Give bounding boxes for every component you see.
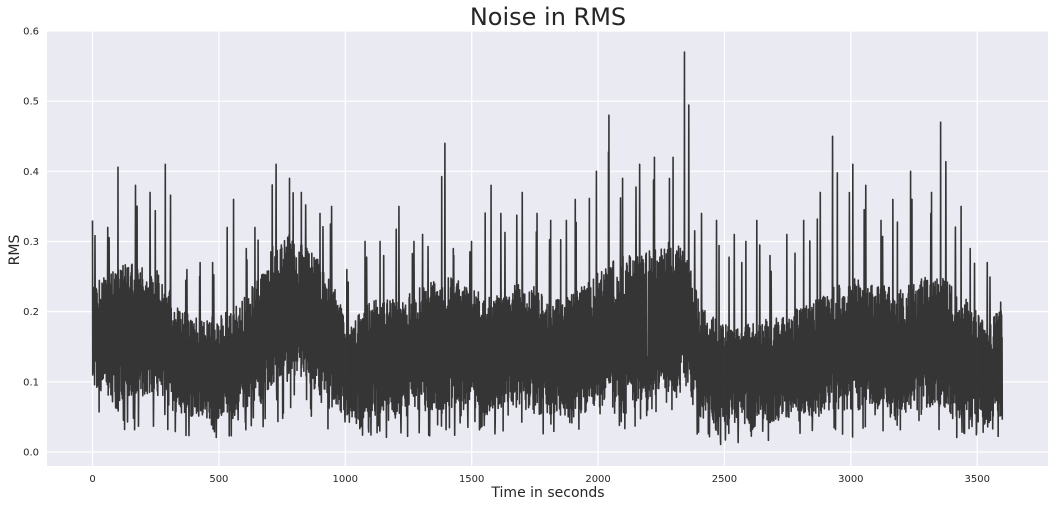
x-tick-label: 2500: [712, 474, 737, 485]
y-tick-label: 0.5: [23, 97, 39, 108]
y-tick-label: 0.4: [23, 167, 39, 178]
y-tick-label: 0.2: [23, 307, 39, 318]
x-tick-label: 1500: [459, 474, 484, 485]
x-tick-label: 3000: [838, 474, 863, 485]
data-layer: [91, 51, 1004, 446]
x-tick-label: 1000: [333, 474, 358, 485]
rms-noise-line: [91, 51, 1004, 446]
x-tick-label: 2000: [585, 474, 610, 485]
y-tick-label: 0.1: [23, 377, 39, 388]
x-tick-label: 3500: [964, 474, 989, 485]
axis-layer: 0 500 1000 1500 2000 2500 3000 3500 0.0 0.1 0.2 0.3…: [23, 27, 990, 486]
chart-title: Noise in RMS: [470, 3, 626, 31]
x-axis-label: Time in seconds: [490, 485, 604, 501]
y-axis-label: RMS: [7, 235, 23, 266]
y-tick-label: 0.3: [23, 237, 39, 248]
y-tick-label: 0.6: [23, 27, 39, 38]
x-tick-label: 0: [89, 474, 95, 485]
x-tick-label: 500: [209, 474, 228, 485]
y-tick-label: 0.0: [23, 447, 39, 458]
